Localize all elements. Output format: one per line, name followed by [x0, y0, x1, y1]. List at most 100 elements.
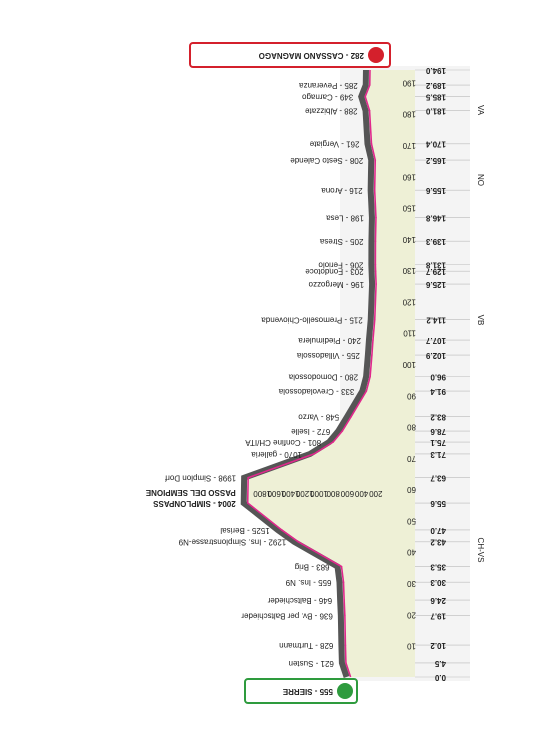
- km-label: 125.6: [425, 280, 446, 289]
- km-label: 146.8: [425, 214, 446, 223]
- km-label: 63.7: [430, 474, 446, 483]
- point: [297, 541, 300, 543]
- point-label: 655 - Ins. N9: [285, 578, 331, 587]
- km-label: 83.2: [430, 413, 446, 422]
- km-label: 129.7: [425, 267, 446, 276]
- point: [375, 283, 377, 285]
- point: [350, 415, 352, 418]
- point: [374, 263, 377, 266]
- km-label: 10.2: [430, 641, 446, 650]
- start-icon: [337, 683, 353, 699]
- point: [373, 318, 376, 321]
- km-label: 43.2: [430, 538, 446, 547]
- km-label: 35.3: [430, 562, 446, 571]
- elevation-tick-label: 1800: [253, 489, 271, 498]
- km-tick-label: 150: [402, 204, 416, 213]
- km-label: 47.0: [430, 526, 446, 535]
- point: [332, 441, 334, 443]
- region-label: VB: [476, 315, 485, 326]
- point-label: 1292 - Ins. Simplonstrasse-N9: [178, 538, 286, 547]
- point: [340, 565, 343, 568]
- elevation-tick-label: 200: [369, 489, 383, 498]
- point: [365, 390, 368, 392]
- km-label: 55.6: [430, 499, 446, 508]
- point: [364, 95, 367, 98]
- elevation-tick-label: 400: [354, 489, 368, 498]
- km-label: 102.9: [425, 351, 446, 360]
- finish-label: 282 - CASSANO MAGNAGO: [259, 51, 364, 60]
- point-label: 198 - Lesa: [326, 214, 364, 223]
- point: [342, 581, 345, 583]
- km-label: 155.6: [425, 186, 446, 195]
- point-label: 196 - Mergozzo: [308, 280, 364, 289]
- point-label: 240 - Piedimulera: [298, 336, 361, 345]
- point-label: 288 - Albizzate: [305, 107, 358, 116]
- region-label: NO: [476, 174, 485, 186]
- km-tick-label: 50: [407, 516, 416, 525]
- elevation-tick-label: 600: [340, 489, 354, 498]
- km-label: 194.0: [425, 66, 446, 75]
- km-tick-label: 130: [402, 266, 416, 275]
- km-label: 139.3: [425, 237, 446, 246]
- km-tick-label: 190: [402, 78, 416, 87]
- km-label: 189.2: [425, 81, 446, 90]
- km-tick-label: 20: [407, 610, 416, 619]
- area-fill: [247, 70, 415, 677]
- point-label: 621 - Susten: [289, 659, 334, 668]
- elevation-tick-label: 1200: [295, 489, 313, 498]
- elevation-tick-label: 800: [326, 489, 340, 498]
- profile-shadow: [240, 69, 376, 678]
- region-label: VA: [476, 105, 485, 116]
- point: [370, 143, 373, 145]
- point-label: 255 - Villadossola: [296, 351, 360, 360]
- finish-icon: [368, 47, 384, 63]
- point-label: 215 - Premosello-Chiovenda: [261, 316, 363, 325]
- point: [369, 375, 371, 378]
- km-tick-label: 90: [407, 391, 416, 400]
- point: [344, 614, 346, 617]
- region-label: CH-VS: [476, 538, 485, 563]
- km-tick-label: 100: [402, 360, 416, 369]
- point-label: 636 - Bv. per Baltschieder: [241, 611, 333, 620]
- km-label: 131.8: [425, 261, 446, 270]
- km-label: 181.0: [425, 107, 446, 116]
- point-label: 801 - Confine CH/ITA: [245, 438, 322, 447]
- km-label: 78.6: [430, 427, 446, 436]
- km-label: 75.1: [430, 438, 446, 447]
- km-label: 185.5: [425, 92, 446, 101]
- point: [246, 502, 249, 504]
- point-label: 2004 - SIMPLONPASS: [153, 499, 236, 508]
- km-tick-label: 140: [402, 235, 416, 244]
- point-label: 672 - Iselle: [291, 427, 331, 436]
- km-label: 91.4: [430, 387, 446, 396]
- km-tick-label: 180: [402, 110, 416, 119]
- point-label: 1998 - Simplon Dorf: [164, 474, 236, 483]
- point-label: 333 - Crevoladossola: [278, 387, 354, 396]
- point: [374, 270, 377, 272]
- point-label: 646 - Baltschieder: [267, 596, 332, 605]
- km-tick-label: 160: [402, 172, 416, 181]
- point-label: 1070 - galleria: [251, 450, 302, 459]
- point: [345, 662, 347, 664]
- point: [280, 529, 283, 531]
- point: [313, 453, 315, 455]
- km-tick-label: 80: [407, 423, 416, 432]
- km-tick-label: 70: [407, 454, 416, 463]
- point: [247, 476, 249, 479]
- km-label: 19.7: [430, 611, 446, 620]
- point: [371, 354, 373, 356]
- finish-box: [189, 42, 391, 68]
- point: [343, 599, 345, 601]
- point-label: 285 - Peveranza: [299, 81, 358, 90]
- annotation: PASSO DEL SEMPIONE: [145, 488, 236, 497]
- km-label: 4.5: [434, 659, 446, 668]
- point-label: 1525 - Berisal: [220, 526, 270, 535]
- point-label: 206 - Feriolo: [318, 261, 363, 270]
- point: [368, 84, 371, 86]
- km-label: 0.0: [434, 673, 446, 682]
- start-box: [244, 678, 358, 704]
- km-label: 30.3: [430, 578, 446, 587]
- elevation-tick-label: 1000: [310, 489, 328, 498]
- point-label: 628 - Turtmann: [279, 641, 333, 650]
